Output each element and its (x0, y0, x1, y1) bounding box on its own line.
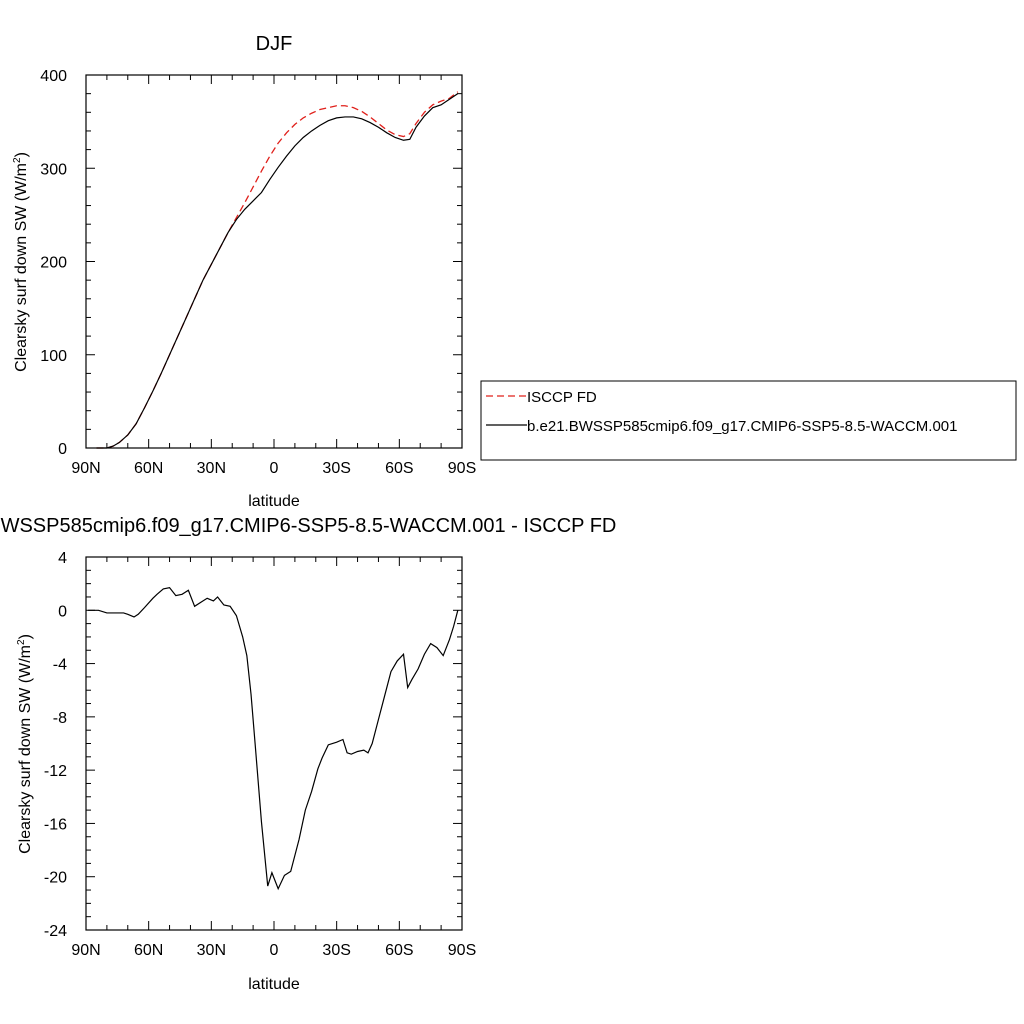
bottom-chart: b.e21.BWSSP585cmip6.f09_g17.CMIP6-SSP5-8… (0, 515, 616, 993)
bottom-chart-y-tick-label: 0 (58, 603, 67, 620)
legend-box (480, 380, 1017, 461)
bottom-chart-xlabel: latitude (248, 976, 300, 993)
top-chart-x-tick-label: 90S (448, 460, 476, 477)
top-chart-x-tick-label: 0 (270, 460, 279, 477)
legend-label-isccp: ISCCP FD (527, 389, 597, 406)
top-chart-y-tick-label: 0 (58, 441, 67, 458)
top-chart-x-tick-label: 60S (385, 460, 413, 477)
top-chart-x-tick-label: 90N (71, 460, 100, 477)
top-chart-x-tick-label: 30S (322, 460, 350, 477)
bottom-chart-x-tick-label: 0 (270, 942, 279, 959)
top-chart-series (96, 91, 459, 449)
bottom-chart-x-tick-label: 90N (71, 942, 100, 959)
top-chart: DJF 90N 60N 30N 0 30S 60S 90S 0 100 200 300 400 la… (12, 33, 476, 510)
top-chart-ylabel-end: ) (13, 152, 30, 157)
bottom-chart-y-tick-label: -12 (44, 763, 67, 780)
bottom-chart-x-tick-label: 60S (385, 942, 413, 959)
bottom-chart-title: b.e21.BWSSP585cmip6.f09_g17.CMIP6-SSP5-8… (0, 515, 616, 537)
bottom-chart-y-tick-label: -24 (44, 923, 67, 940)
top-chart-y-tick-label: 300 (40, 161, 67, 178)
bottom-chart-y-tick-label: -16 (44, 816, 67, 833)
top-chart-ylabel-main: Clearsky surf down SW (W/m (13, 163, 30, 372)
bottom-chart-x-tick-label: 90S (448, 942, 476, 959)
top-chart-y-tick-label: 400 (40, 68, 67, 85)
top-chart-ticks (85, 74, 463, 449)
top-chart-x-tick-label: 60N (134, 460, 163, 477)
legend: ISCCP FD b.e21.BWSSP585cmip6.f09_g17.CMI… (480, 380, 1017, 461)
bottom-chart-series (88, 586, 459, 891)
top-chart-y-tick-label: 100 (40, 348, 67, 365)
bottom-chart-ylabel-main: Clearsky surf down SW (W/m (17, 645, 34, 854)
bottom-chart-ylabel: Clearsky surf down SW (W/m2) (16, 634, 34, 854)
bottom-chart-ylabel-end: ) (17, 634, 34, 639)
bottom-chart-y-tick-label: 4 (58, 550, 67, 567)
bottom-chart-x-tick-label: 30S (322, 942, 350, 959)
bottom-chart-y-tick-label: -8 (53, 710, 67, 727)
bottom-chart-x-tick-label: 30N (197, 942, 226, 959)
bottom-chart-y-tick-labels: 4 0 -4 -8 -12 -16 -20 -24 (44, 550, 67, 940)
bottom-chart-x-tick-label: 60N (134, 942, 163, 959)
bottom-chart-frame (85, 556, 463, 931)
top-chart-x-tick-labels: 90N 60N 30N 0 30S 60S 90S (71, 460, 476, 477)
top-chart-xlabel: latitude (248, 493, 300, 510)
bottom-chart-y-tick-label: -20 (44, 870, 67, 887)
top-chart-y-tick-label: 200 (40, 255, 67, 272)
bottom-chart-ticks (85, 556, 463, 931)
bottom-chart-ylabel-sup: 2 (16, 639, 27, 645)
top-chart-x-tick-label: 30N (197, 460, 226, 477)
top-chart-y-tick-labels: 0 100 200 300 400 (40, 68, 67, 458)
bottom-chart-y-tick-label: -4 (53, 657, 67, 674)
top-chart-frame (85, 74, 463, 449)
bottom-chart-x-tick-labels: 90N 60N 30N 0 30S 60S 90S (71, 942, 476, 959)
legend-label-model: b.e21.BWSSP585cmip6.f09_g17.CMIP6-SSP5-8… (527, 418, 957, 435)
top-chart-series-2-line (96, 93, 459, 449)
top-chart-ylabel: Clearsky surf down SW (W/m2) (12, 152, 30, 372)
top-chart-ylabel-sup: 2 (12, 157, 23, 163)
top-chart-title: DJF (256, 33, 293, 55)
bottom-chart-series-1-line (88, 586, 459, 891)
